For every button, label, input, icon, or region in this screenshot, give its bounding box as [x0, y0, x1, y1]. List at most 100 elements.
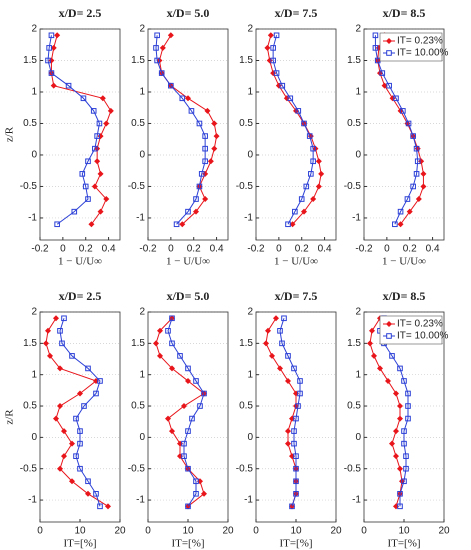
series-line — [265, 317, 297, 507]
marker — [413, 171, 420, 177]
series-line — [50, 35, 112, 225]
y-tick-label: 1 — [355, 87, 361, 98]
marker — [285, 440, 291, 447]
marker — [90, 108, 97, 114]
chart-title: x/D= 2.5 — [59, 289, 102, 303]
marker — [80, 95, 87, 102]
marker — [270, 57, 276, 64]
marker — [193, 196, 199, 202]
marker — [405, 403, 411, 409]
marker — [397, 403, 403, 410]
marker — [285, 353, 291, 359]
marker — [389, 440, 395, 447]
y-tick-label: -1 — [244, 495, 253, 506]
marker — [197, 403, 203, 409]
legend-label: IT= 10.00% — [397, 48, 449, 59]
marker — [185, 428, 191, 434]
marker — [273, 315, 279, 322]
marker — [295, 403, 301, 409]
marker — [273, 70, 280, 76]
marker — [153, 45, 159, 51]
marker — [270, 45, 276, 51]
marker — [371, 352, 377, 359]
marker — [293, 453, 299, 459]
marker — [204, 107, 211, 114]
y-tick-label: 0.5 — [131, 118, 145, 129]
y-tick-label: 0.5 — [239, 118, 253, 129]
y-tick-label: -1 — [28, 495, 37, 506]
x-axis-label: 1 − U/U∞ — [58, 256, 102, 268]
plot-frame — [363, 28, 445, 241]
y-tick-label: 1 — [247, 87, 253, 98]
legend-label: IT= 0.23% — [397, 36, 443, 47]
marker — [154, 57, 160, 64]
marker — [169, 315, 175, 322]
marker — [401, 428, 407, 434]
x-tick-label: 10 — [398, 526, 410, 537]
marker — [169, 340, 175, 347]
series-line — [272, 35, 314, 225]
marker — [401, 440, 407, 447]
marker — [308, 171, 314, 177]
x-tick-label: -0.2 — [31, 244, 49, 255]
marker — [181, 403, 187, 410]
marker — [405, 415, 411, 422]
marker — [97, 378, 103, 384]
marker — [73, 453, 79, 459]
marker — [291, 428, 297, 434]
marker — [297, 390, 303, 397]
marker — [193, 208, 199, 215]
series-line — [379, 318, 409, 507]
marker — [397, 465, 403, 472]
marker — [93, 490, 99, 497]
marker — [393, 390, 399, 397]
marker — [196, 183, 203, 190]
marker — [405, 390, 411, 397]
marker — [386, 82, 392, 89]
marker — [198, 171, 205, 177]
y-tick-label: 2 — [247, 24, 253, 35]
marker — [69, 440, 75, 447]
marker — [50, 82, 57, 89]
y-tick-label: 1.5 — [23, 55, 37, 66]
marker — [369, 327, 375, 334]
marker — [301, 208, 307, 215]
y-tick-label: 0 — [31, 150, 37, 161]
y-tick-label: 0 — [31, 432, 37, 443]
y-tick-label: 0.5 — [23, 401, 37, 412]
marker — [397, 208, 404, 215]
marker — [59, 340, 65, 347]
x-tick-label: 0 — [145, 526, 151, 537]
plot-frame — [255, 311, 337, 523]
y-tick-label: -1 — [244, 213, 253, 224]
y-tick-label: 2 — [355, 24, 361, 35]
marker — [289, 503, 295, 510]
marker — [201, 490, 207, 497]
marker — [303, 183, 310, 190]
x-tick-label: 10 — [74, 526, 86, 537]
marker — [377, 365, 383, 372]
marker — [403, 453, 409, 459]
y-tick-label: 1 — [31, 87, 37, 98]
marker — [393, 453, 399, 460]
marker — [94, 133, 100, 139]
marker — [94, 158, 101, 165]
plot-frame — [255, 28, 337, 241]
x-axis-label: IT=[%] — [279, 538, 312, 550]
y-tick-label: 1 — [247, 369, 253, 380]
marker — [85, 196, 91, 202]
marker — [159, 44, 166, 51]
marker — [185, 465, 191, 472]
marker — [405, 120, 412, 127]
marker — [181, 440, 187, 447]
marker — [213, 133, 220, 140]
x-axis-label: 1 − U/U∞ — [382, 256, 426, 268]
marker — [179, 221, 186, 228]
marker — [269, 352, 275, 359]
x-tick-label: 0 — [37, 526, 43, 537]
marker — [306, 133, 313, 139]
legend-marker — [386, 38, 392, 44]
marker — [169, 365, 175, 372]
marker — [85, 478, 91, 485]
marker — [285, 428, 291, 435]
